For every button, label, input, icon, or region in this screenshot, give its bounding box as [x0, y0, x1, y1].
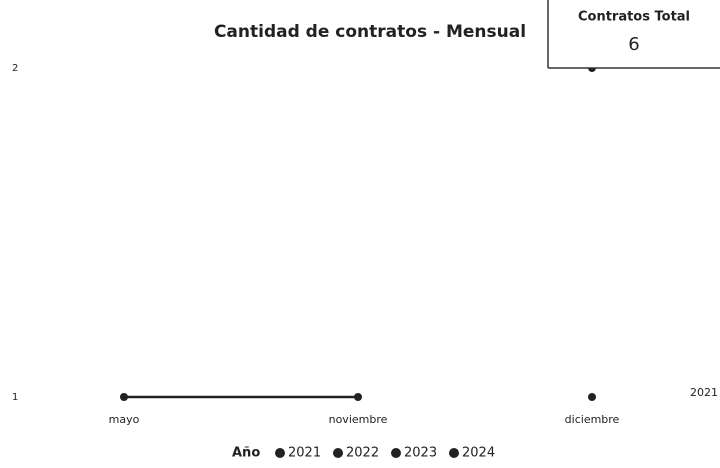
legend: Año 2021 2022 2023 2024	[232, 446, 495, 461]
card-label: Contratos Total	[578, 10, 690, 25]
legend-label: 2024	[462, 446, 495, 461]
x-tick-label: mayo	[109, 413, 140, 426]
legend-label: 2022	[346, 446, 379, 461]
series-end-label: 2021	[690, 386, 718, 399]
data-point	[354, 393, 362, 401]
legend-marker	[391, 448, 401, 458]
legend-title: Año	[232, 446, 260, 461]
legend-label: 2021	[288, 446, 321, 461]
chart-title: Cantidad de contratos - Mensual	[214, 22, 526, 42]
card-value: 6	[628, 34, 639, 55]
y-tick-label: 2	[12, 63, 18, 74]
legend-marker	[275, 448, 285, 458]
legend-marker	[449, 448, 459, 458]
x-tick-label: diciembre	[565, 413, 620, 426]
x-tick-label: noviembre	[329, 413, 388, 426]
card-background	[548, 0, 720, 68]
y-tick-label: 1	[12, 392, 18, 403]
data-point	[588, 393, 596, 401]
legend-label: 2023	[404, 446, 437, 461]
kpi-card: Contratos Total 6	[547, 0, 720, 69]
data-point	[120, 393, 128, 401]
legend-marker	[333, 448, 343, 458]
